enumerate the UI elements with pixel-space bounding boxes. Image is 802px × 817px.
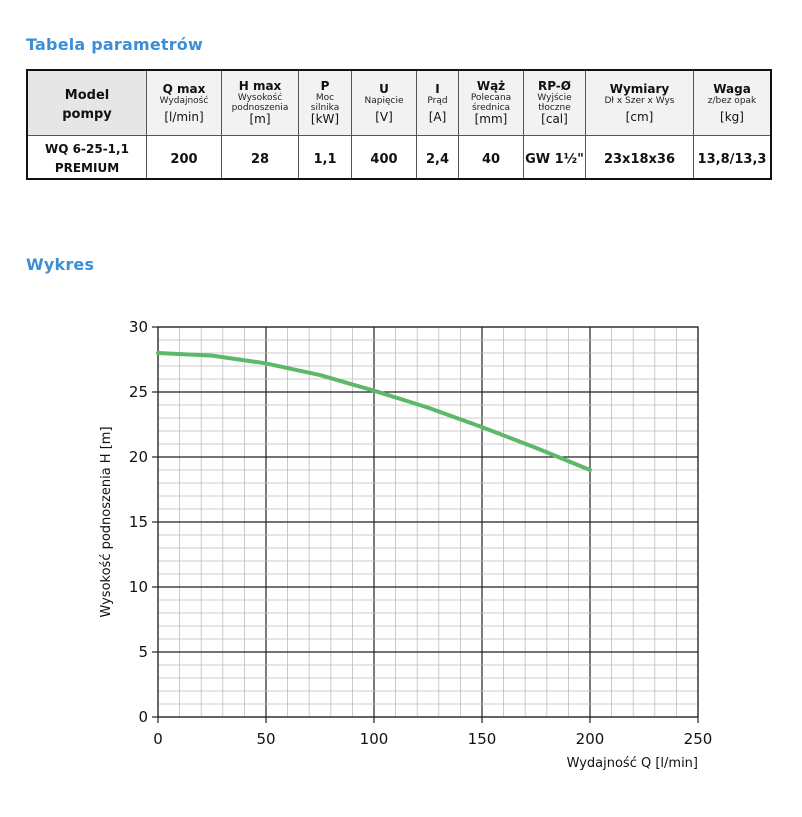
header-sub: średnica	[471, 103, 511, 113]
header-sub: Wysokość	[237, 93, 283, 103]
cell-value: GW 1½"	[525, 151, 584, 167]
header-label: Q max	[162, 81, 206, 96]
header-unit: [A]	[428, 109, 447, 124]
header-voltage: U Napięcie [V]	[351, 69, 417, 136]
header-unit: [kg]	[720, 109, 744, 124]
y-tick-label: 5	[138, 643, 148, 661]
header-h-max: H max Wysokość podnoszenia [m]	[221, 69, 299, 136]
model-line2: PREMIUM	[54, 161, 120, 175]
x-tick-label: 150	[468, 730, 497, 748]
chart-section-title: Wykres	[26, 255, 95, 274]
header-label: Wymiary	[609, 81, 670, 96]
y-tick-label: 15	[129, 513, 148, 531]
header-power: P Moc silnika [kW]	[298, 69, 352, 136]
y-tick-label: 25	[129, 383, 148, 401]
cell-voltage: 400	[351, 135, 417, 180]
header-label: RP-Ø	[537, 79, 571, 93]
cell-h-max: 28	[221, 135, 299, 180]
cell-weight: 13,8/13,3	[693, 135, 772, 180]
header-unit: [V]	[375, 109, 393, 124]
header-unit: [cal]	[541, 112, 568, 126]
cell-outlet: GW 1½"	[523, 135, 586, 180]
cell-power: 1,1	[298, 135, 352, 180]
header-sub: Dł x Szer x Wys	[604, 95, 675, 106]
table-section-title: Tabela parametrów	[26, 35, 203, 54]
chart-series	[156, 351, 592, 472]
cell-value: 13,8/13,3	[697, 151, 767, 167]
cell-q-max: 200	[146, 135, 222, 180]
pump-curve-chart: 0 50 100 150 200 250 0 5 10 15 20 25 30 Wydajność Q …	[99, 318, 712, 771]
header-label: H max	[238, 79, 282, 93]
header-unit: [cm]	[625, 109, 654, 124]
y-tick-label: 10	[129, 578, 148, 596]
header-sub: Napięcie	[364, 95, 404, 106]
header-label: Wąż	[476, 79, 506, 93]
header-label: I	[435, 81, 440, 96]
cell-dimensions: 23x18x36	[585, 135, 694, 180]
model-line1: WQ 6-25-1,1	[45, 142, 129, 156]
x-tick-label: 200	[576, 730, 605, 748]
y-axis-label: Wysokość podnoszenia H [m]	[99, 426, 114, 617]
header-sub: tłoczne	[538, 103, 571, 113]
cell-model: WQ 6-25-1,1 PREMIUM	[26, 135, 147, 180]
header-sub: z/bez opak	[707, 95, 757, 106]
cell-value: 1,1	[313, 151, 337, 167]
cell-value: 400	[370, 151, 398, 167]
x-tick-label: 50	[256, 730, 275, 748]
header-model-line2: pompy	[62, 107, 112, 122]
header-label: Waga	[713, 81, 751, 96]
x-tick-label: 100	[360, 730, 389, 748]
header-hose: Wąż Polecana średnica [mm]	[458, 69, 524, 136]
header-unit: [m]	[249, 112, 271, 126]
header-label: U	[379, 81, 389, 96]
y-tick-label: 30	[129, 318, 148, 336]
cell-value: 23x18x36	[603, 151, 676, 167]
header-sub: podnoszenia	[231, 103, 289, 113]
header-sub: Prąd	[427, 95, 448, 106]
chart-grid	[157, 326, 699, 718]
table-row: WQ 6-25-1,1 PREMIUM 200 28 1,1 400 2,4 4…	[26, 135, 772, 180]
parameters-table: Model pompy Q max Wydajność [l/min] H ma…	[26, 69, 772, 180]
y-tick-label: 20	[129, 448, 148, 466]
chart-ticks: 0 50 100 150 200 250 0 5 10 15 20 25 30	[129, 318, 712, 748]
header-sub: Moc	[315, 93, 335, 103]
header-q-max: Q max Wydajność [l/min]	[146, 69, 222, 136]
cell-value: 28	[250, 151, 270, 167]
x-tick-label: 0	[153, 730, 163, 748]
x-axis-label: Wydajność Q [l/min]	[567, 756, 698, 771]
header-outlet: RP-Ø Wyjście tłoczne [cal]	[523, 69, 586, 136]
header-current: I Prąd [A]	[416, 69, 459, 136]
header-unit: [kW]	[310, 112, 340, 126]
pump-curve-line	[156, 351, 592, 472]
header-weight: Waga z/bez opak [kg]	[693, 69, 772, 136]
header-sub: Polecana	[470, 93, 512, 103]
header-sub: Wyjście	[537, 93, 572, 103]
y-tick-label: 0	[138, 708, 148, 726]
header-unit: [mm]	[474, 112, 508, 126]
table-header-row: Model pompy Q max Wydajność [l/min] H ma…	[26, 69, 772, 136]
header-sub: silnika	[310, 103, 340, 113]
header-dimensions: Wymiary Dł x Szer x Wys [cm]	[585, 69, 694, 136]
header-sub: Wydajność	[159, 95, 209, 106]
header-unit: [l/min]	[164, 109, 204, 124]
cell-current: 2,4	[416, 135, 459, 180]
cell-value: 200	[170, 151, 198, 167]
cell-hose: 40	[458, 135, 524, 180]
header-model: Model pompy	[26, 69, 147, 136]
header-label: P	[320, 79, 330, 93]
cell-value: 2,4	[425, 151, 450, 167]
x-tick-label: 250	[684, 730, 713, 748]
cell-value: 40	[481, 151, 501, 167]
header-model-line1: Model	[64, 88, 110, 103]
